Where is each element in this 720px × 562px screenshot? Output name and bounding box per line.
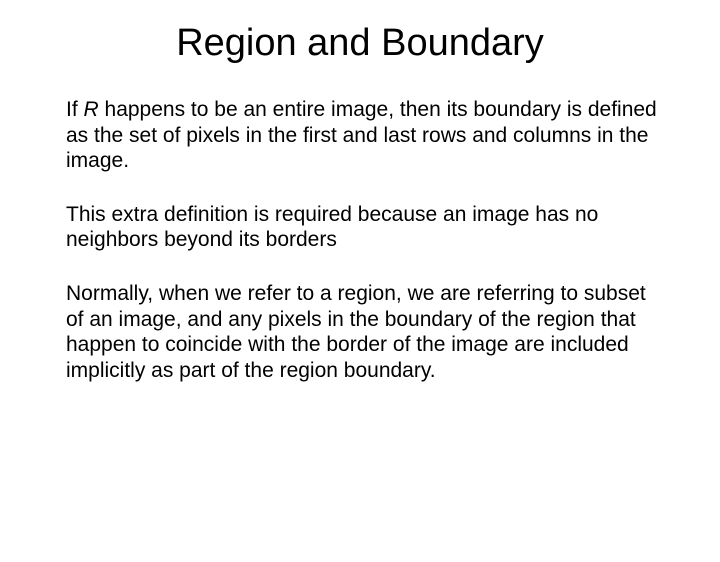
para1-rest: happens to be an entire image, then its …: [66, 98, 657, 172]
slide-title: Region and Boundary: [0, 22, 720, 65]
paragraph-1: If R happens to be an entire image, then…: [66, 97, 660, 174]
slide-container: Region and Boundary If R happens to be a…: [0, 22, 720, 562]
paragraph-3: Normally, when we refer to a region, we …: [66, 281, 660, 383]
slide-body: If R happens to be an entire image, then…: [0, 97, 720, 383]
para1-italic: R: [84, 98, 99, 121]
paragraph-2: This extra definition is required becaus…: [66, 202, 660, 253]
para1-prefix: If: [66, 98, 84, 121]
